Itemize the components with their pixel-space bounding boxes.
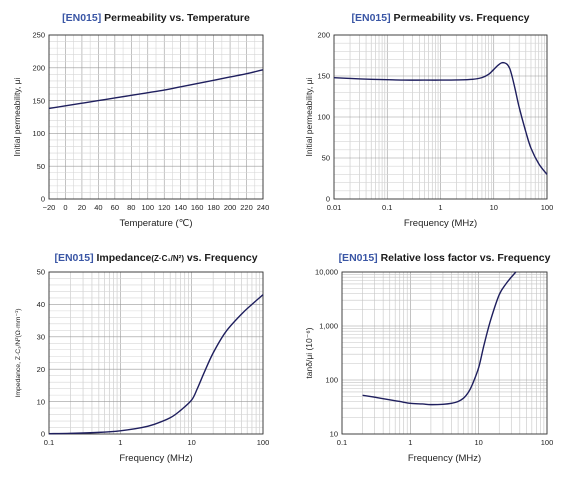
x-tick-label: 0.01 <box>327 203 342 212</box>
y-tick-label: 50 <box>37 268 45 277</box>
chart-title-end: vs. Frequency <box>184 252 258 264</box>
chart-title-suffix: (Z·C₁/N²) <box>151 254 184 263</box>
series-line <box>333 61 548 175</box>
y-tick-label: 30 <box>37 333 45 342</box>
y-axis-label: tanδ/μi (10⁻⁶) <box>304 327 314 378</box>
chart-title-code: [EN015] <box>54 252 93 264</box>
chart-title-code: [EN015] <box>339 252 378 264</box>
chart-permeability-vs-frequency: 0.01 0.1 1 10 100 0 50 100 150 200 Frequency (MHz)… <box>304 12 553 229</box>
x-tick-label: 20 <box>78 203 86 212</box>
series-line <box>362 271 517 406</box>
x-tick-label: 0.1 <box>382 203 392 212</box>
y-axis-label: Initial permeability, μi <box>304 77 314 156</box>
y-tick-label: 250 <box>32 31 45 40</box>
x-tick-label: 140 <box>174 203 187 212</box>
x-tick-label: 100 <box>541 438 554 447</box>
y-tick-label: 50 <box>322 154 330 163</box>
x-tick-label: 100 <box>142 203 155 212</box>
x-tick-label: 80 <box>127 203 135 212</box>
y-tick-label: 10,000 <box>315 268 338 277</box>
y-tick-label: 0 <box>41 195 45 204</box>
plot-area <box>342 272 547 434</box>
y-tick-label: 50 <box>37 162 45 171</box>
x-tick-label: 1 <box>408 438 412 447</box>
chart-impedance-vs-frequency: 0.1 1 10 100 0 10 20 30 40 50 Frequency (MHz) Imped… <box>15 252 269 464</box>
chart-title-text: Permeability vs. Temperature <box>104 12 250 24</box>
grid <box>341 271 548 435</box>
x-tick-label: 0.1 <box>44 438 54 447</box>
y-tick-label: 10 <box>330 430 338 439</box>
chart-title-text: Permeability vs. Frequency <box>394 12 530 24</box>
plot-frame <box>48 34 264 200</box>
x-tick-label: 10 <box>187 438 195 447</box>
y-tick-label: 1,000 <box>319 322 338 331</box>
chart-title: [EN015] Relative loss factor vs. Frequen… <box>339 252 551 264</box>
x-axis-label: Frequency (MHz) <box>408 453 481 464</box>
chart-relative-loss-factor-vs-frequency: 0.1 1 10 100 10 100 1,000 10,000 Frequency (MHz)… <box>304 252 553 464</box>
grid <box>333 34 548 200</box>
x-tick-label: 160 <box>191 203 204 212</box>
chart-title-code: [EN015] <box>351 12 390 24</box>
plot-frame <box>333 34 548 200</box>
chart-title: [EN015] Impedance(Z·C₁/N²) vs. Frequency <box>54 252 257 264</box>
y-tick-label: 100 <box>325 376 338 385</box>
y-tick-label: 0 <box>41 430 45 439</box>
chart-title-code: [EN015] <box>62 12 101 24</box>
y-tick-label: 100 <box>32 129 45 138</box>
chart-title-text: Relative loss factor vs. Frequency <box>381 252 551 264</box>
x-tick-label: 100 <box>541 203 554 212</box>
x-tick-label: 1 <box>118 438 122 447</box>
y-axis-label: Initial permeability, μi <box>12 77 22 156</box>
x-tick-label: 10 <box>474 438 482 447</box>
y-tick-label: 100 <box>317 113 330 122</box>
x-axis-label: Frequency (MHz) <box>119 453 192 464</box>
plot-frame <box>341 271 548 435</box>
x-tick-label: −20 <box>43 203 56 212</box>
plot-area <box>49 272 263 434</box>
chart-title: [EN015] Permeability vs. Temperature <box>62 12 250 24</box>
x-tick-label: 240 <box>257 203 270 212</box>
y-tick-label: 10 <box>37 397 45 406</box>
chart-permeability-vs-temperature: −20 0 20 40 60 80 100 120 140 160 180 200 220 2400501… <box>12 12 269 229</box>
x-tick-label: 0.1 <box>337 438 347 447</box>
y-tick-label: 200 <box>32 64 45 73</box>
series-line <box>48 69 264 110</box>
x-tick-label: 120 <box>158 203 171 212</box>
plot-frame <box>48 271 264 435</box>
x-tick-label: 180 <box>207 203 220 212</box>
x-axis-label: Temperature (℃) <box>120 218 193 229</box>
x-tick-label: 200 <box>224 203 237 212</box>
x-tick-label: 40 <box>94 203 102 212</box>
y-tick-label: 20 <box>37 365 45 374</box>
x-tick-label: 0 <box>63 203 67 212</box>
grid <box>48 271 264 435</box>
x-axis-label: Frequency (MHz) <box>404 218 477 229</box>
x-tick-label: 60 <box>111 203 119 212</box>
x-tick-label: 220 <box>240 203 253 212</box>
chart-title-text: Impedance <box>97 252 152 264</box>
y-tick-label: 40 <box>37 300 45 309</box>
chart-title: [EN015] Permeability vs. Frequency <box>351 12 529 24</box>
y-tick-label: 200 <box>317 31 330 40</box>
series-line <box>48 294 264 435</box>
y-tick-label: 0 <box>326 195 330 204</box>
x-tick-label: 1 <box>438 203 442 212</box>
x-tick-label: 10 <box>490 203 498 212</box>
x-tick-label: 100 <box>257 438 270 447</box>
y-tick-label: 150 <box>317 72 330 81</box>
y-axis-label: Impedance, Z·C₁/N²(Ω·mm⁻¹) <box>15 308 22 397</box>
y-tick-label: 150 <box>32 96 45 105</box>
